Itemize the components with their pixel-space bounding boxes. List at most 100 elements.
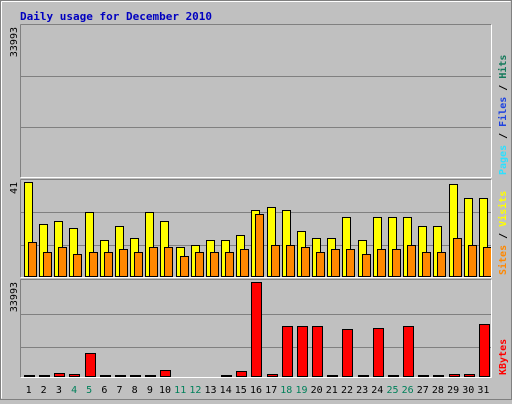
- bar-sites-day-29: [453, 238, 462, 277]
- legend-separator: /: [498, 79, 509, 97]
- bar-kbytes-day-29: [449, 374, 460, 377]
- x-tick-label-day-19: 19: [295, 385, 307, 396]
- bar-kbytes-day-4: [69, 374, 80, 377]
- bar-kbytes-day-17: [267, 374, 278, 377]
- panel-bg: [21, 25, 491, 177]
- bar-kbytes-day-10: [160, 370, 171, 377]
- bar-kbytes-day-1: [24, 375, 35, 377]
- bar-sites-day-10: [164, 247, 173, 277]
- bar-kbytes-day-28: [433, 375, 444, 377]
- bar-sites-day-14: [225, 252, 234, 277]
- x-tick-label-day-2: 2: [41, 385, 47, 396]
- bar-sites-day-28: [437, 252, 446, 277]
- x-axis-labels: 1 2 3 4 5 6 7 8 9 10 11 12 13 14 15 16 17 18 19 20 21 22 23 24 2…: [26, 385, 490, 396]
- bar-sites-day-12: [195, 252, 204, 277]
- panel-1: 33993 Pages / Files / Hits: [9, 24, 509, 178]
- x-tick-label-day-12: 12: [189, 385, 201, 396]
- x-tick-label-day-7: 7: [116, 385, 122, 396]
- y-max-label: 33993: [9, 27, 20, 57]
- bar-sites-day-6: [104, 252, 113, 277]
- x-tick-label-day-27: 27: [417, 385, 429, 396]
- x-tick-label-day-21: 21: [326, 385, 338, 396]
- legend-panel-3: KBytes: [498, 339, 509, 375]
- x-tick-label-day-20: 20: [311, 385, 323, 396]
- bar-kbytes-day-15: [236, 371, 247, 377]
- bar-sites-day-3: [58, 247, 67, 277]
- bar-sites-day-20: [316, 252, 325, 277]
- bar-kbytes-day-21: [327, 375, 338, 377]
- bar-sites-day-16: [255, 214, 264, 277]
- legend-files: Files: [497, 97, 509, 127]
- bar-kbytes-day-3: [54, 373, 65, 377]
- x-tick-label-day-23: 23: [356, 385, 368, 396]
- bar-sites-day-21: [331, 249, 340, 277]
- chart-panels: 33993 Pages / Files / Hits 41 Sites / Visit…: [9, 24, 509, 378]
- bar-sites-day-18: [286, 245, 295, 277]
- y-max-label: 33993: [9, 282, 20, 312]
- x-tick-label-day-29: 29: [447, 385, 459, 396]
- legend-kbytes: KBytes: [498, 339, 509, 375]
- bar-kbytes-day-8: [130, 375, 141, 377]
- bar-sites-day-24: [377, 249, 386, 277]
- x-tick-label-day-26: 26: [402, 385, 414, 396]
- bar-sites-day-25: [392, 249, 401, 277]
- bar-sites-day-5: [89, 252, 98, 277]
- bar-sites-day-27: [422, 252, 431, 277]
- bar-kbytes-day-7: [115, 375, 126, 377]
- x-tick-label-day-8: 8: [132, 385, 138, 396]
- legend-hits: Hits: [497, 55, 509, 79]
- legend-panel-1: Pages / Files / Hits: [497, 55, 509, 175]
- x-tick-label-day-31: 31: [477, 385, 489, 396]
- bar-kbytes-day-19: [297, 326, 308, 377]
- bar-sites-day-30: [468, 245, 477, 277]
- x-tick-label-day-11: 11: [174, 385, 186, 396]
- bar-sites-day-11: [180, 256, 189, 277]
- legend-separator: /: [498, 127, 509, 145]
- bar-kbytes-day-31: [479, 324, 490, 377]
- x-tick-label-day-6: 6: [101, 385, 107, 396]
- x-tick-label-day-4: 4: [71, 385, 77, 396]
- x-tick-label-day-22: 22: [341, 385, 353, 396]
- bar-sites-day-13: [210, 252, 219, 277]
- bar-sites-day-15: [240, 249, 249, 277]
- bar-kbytes-day-25: [388, 375, 399, 377]
- x-tick-label-day-18: 18: [280, 385, 292, 396]
- bar-sites-day-22: [346, 249, 355, 277]
- panel-3: 33993 KBytes: [9, 279, 509, 378]
- bar-kbytes-day-23: [358, 375, 369, 377]
- legend-separator: /: [498, 227, 509, 245]
- bar-kbytes-day-20: [312, 326, 323, 377]
- x-tick-label-day-1: 1: [26, 385, 32, 396]
- bar-kbytes-day-9: [145, 375, 156, 377]
- panel-2: 41 Sites / Visits: [9, 179, 509, 278]
- bar-kbytes-day-5: [85, 353, 96, 377]
- bar-sites-day-2: [43, 252, 52, 277]
- x-tick-label-day-5: 5: [86, 385, 92, 396]
- bar-kbytes-day-27: [418, 375, 429, 377]
- x-tick-label-day-15: 15: [235, 385, 247, 396]
- bar-sites-day-19: [301, 247, 310, 277]
- bar-sites-day-9: [149, 247, 158, 277]
- bar-kbytes-day-6: [100, 375, 111, 377]
- x-tick-label-day-17: 17: [265, 385, 277, 396]
- legend-sites: Sites: [497, 245, 509, 275]
- bar-sites-day-26: [407, 245, 416, 277]
- x-tick-label-day-14: 14: [220, 385, 232, 396]
- bar-sites-day-8: [134, 252, 143, 277]
- x-tick-label-day-10: 10: [159, 385, 171, 396]
- bar-kbytes-day-22: [342, 329, 353, 377]
- bar-kbytes-day-30: [464, 374, 475, 377]
- x-tick-label-day-9: 9: [147, 385, 153, 396]
- bar-kbytes-day-16: [251, 282, 262, 377]
- legend-panel-2: Sites / Visits: [497, 191, 509, 275]
- x-tick-label-day-28: 28: [432, 385, 444, 396]
- bar-kbytes-day-2: [39, 375, 50, 377]
- bar-kbytes-day-18: [282, 326, 293, 377]
- x-tick-label-day-24: 24: [371, 385, 383, 396]
- legend-visits: Visits: [497, 191, 509, 227]
- bar-sites-day-17: [271, 245, 280, 277]
- x-tick-label-day-13: 13: [204, 385, 216, 396]
- bar-kbytes-day-14: [221, 375, 232, 377]
- bar-sites-day-23: [362, 254, 371, 277]
